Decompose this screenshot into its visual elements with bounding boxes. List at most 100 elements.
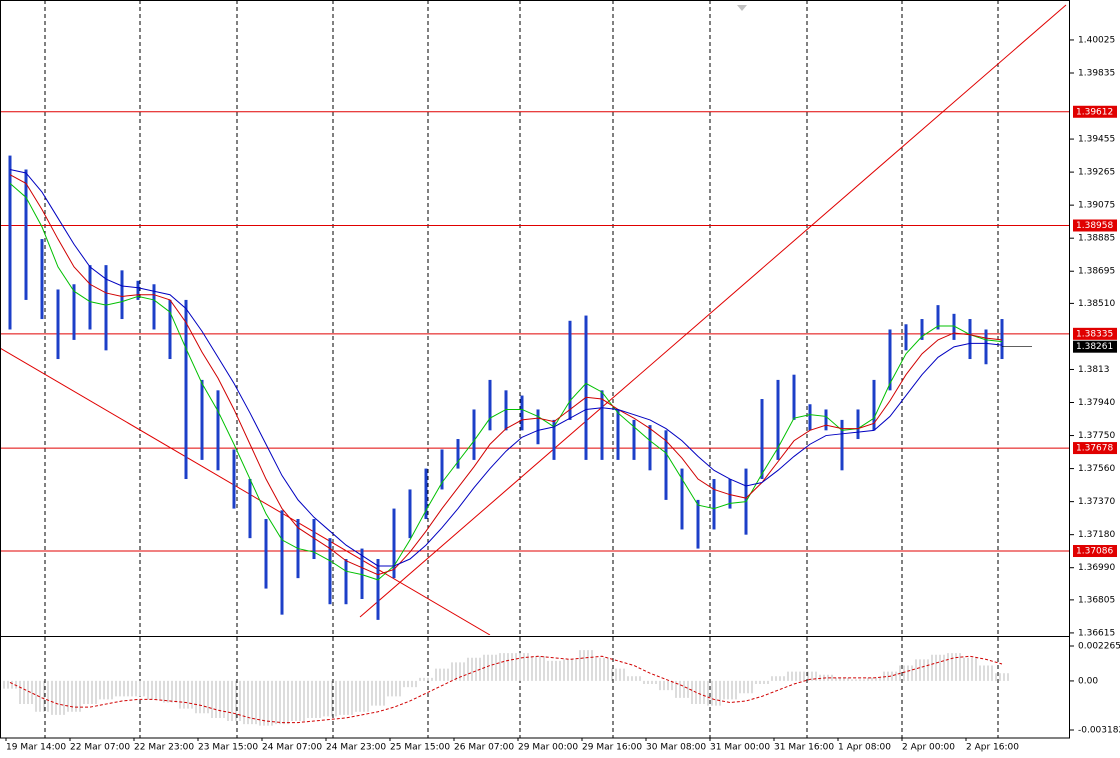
price-bar: [408, 489, 412, 539]
price-bar: [152, 284, 156, 330]
x-tick-label: 30 Mar 08:00: [646, 743, 706, 753]
price-bar: [792, 374, 796, 420]
price-bar: [808, 404, 812, 431]
price-bar: [520, 395, 524, 431]
price-bar: [312, 519, 316, 560]
y-tick-label: 1.36990: [1078, 563, 1115, 573]
x-tick-label: 2 Apr 16:00: [966, 743, 1019, 753]
price-bar: [664, 430, 668, 500]
price-bar: [504, 390, 508, 431]
y-tick-label: 1.39075: [1078, 201, 1115, 211]
y-tick-label: 1.37750: [1078, 431, 1115, 441]
y-tick-label: 1.40025: [1078, 35, 1115, 45]
shift-marker: [737, 5, 747, 11]
x-tick-label: 2 Apr 00:00: [902, 743, 955, 753]
moving-average: [9, 183, 1003, 581]
price-bar: [552, 419, 556, 460]
price-bar: [696, 499, 700, 549]
price-bar: [680, 468, 684, 530]
price-bar: [328, 538, 332, 605]
x-tick-label: 19 Mar 14:00: [6, 743, 66, 753]
price-bar: [376, 559, 380, 620]
price-bar: [888, 329, 892, 391]
price-bar: [216, 390, 220, 471]
y-tick-label: 0.00: [1078, 676, 1098, 686]
price-bar: [200, 379, 204, 460]
price-bar: [344, 559, 348, 605]
price-bar: [712, 479, 716, 530]
price-bar: [488, 379, 492, 431]
y-tick-label: 1.37560: [1078, 464, 1115, 474]
price-bar: [776, 379, 780, 460]
x-tick-label: 26 Mar 07:00: [454, 743, 514, 753]
day-grid: [44, 0, 999, 738]
level-label: 1.39612: [1076, 107, 1113, 117]
moving-average: [9, 169, 1003, 567]
x-tick-label: 29 Mar 00:00: [518, 743, 578, 753]
x-tick-label: 24 Mar 23:00: [326, 743, 386, 753]
price-bar: [872, 379, 876, 431]
price-bar: [136, 280, 140, 300]
price-bar: [1000, 319, 1004, 360]
price-bar: [536, 409, 540, 445]
price-bar: [232, 449, 236, 509]
price-bar: [760, 399, 764, 480]
plot-layer: 1.40025 1.39835 1.39455 1.39265 1.39075 1.388…: [0, 35, 1120, 753]
price-bar: [568, 320, 572, 420]
frame: [0, 0, 1070, 739]
y-tick-label: 1.36615: [1078, 628, 1115, 638]
price-bar: [392, 508, 396, 579]
price-bar: [936, 305, 940, 330]
price-bar: [984, 329, 988, 365]
price-bar: [40, 239, 44, 320]
price-bar: [120, 270, 124, 320]
y-tick-label: 1.38510: [1078, 299, 1115, 309]
level-label-box: [1073, 442, 1117, 455]
x-tick-label: 24 Mar 07:00: [262, 743, 322, 753]
macd-signal: [9, 655, 1003, 724]
level-label: 1.37678: [1076, 444, 1113, 454]
price-bar: [904, 324, 908, 351]
x-tick-label: 1 Apr 08:00: [838, 743, 891, 753]
price-bar: [184, 299, 188, 480]
price-bar: [24, 169, 28, 300]
moving-average: [9, 174, 1003, 576]
price-bar: [856, 409, 860, 440]
y-tick-label: 1.39265: [1078, 168, 1115, 178]
price-bar: [600, 390, 604, 460]
price-bar: [424, 468, 428, 520]
price-bar: [168, 299, 172, 360]
level-label-box: [1073, 327, 1117, 340]
price-bar: [360, 548, 364, 600]
price-bar: [648, 425, 652, 471]
level-label: 1.37086: [1076, 547, 1113, 557]
level-label: 1.38958: [1076, 221, 1113, 231]
trend-lines: [0, 4, 1067, 635]
x-tick-label: 22 Mar 23:00: [134, 743, 194, 753]
price-bar: [248, 479, 252, 539]
price-bar: [8, 155, 12, 330]
price-bar: [952, 313, 956, 340]
level-label-box: [1073, 105, 1117, 118]
price-bar: [968, 319, 972, 360]
price-bar: [616, 409, 620, 460]
price-bar: [456, 439, 460, 469]
price-bar: [440, 449, 444, 490]
price-bar: [824, 409, 828, 431]
y-tick-label: 1.37180: [1078, 530, 1115, 540]
level-label-box: [1073, 545, 1117, 558]
y-tick-label: 1.38695: [1078, 267, 1115, 277]
x-tick-label: 22 Mar 07:00: [70, 743, 130, 753]
x-tick-label: 23 Mar 15:00: [198, 743, 258, 753]
y-tick-label: 1.37940: [1078, 398, 1115, 408]
price-bar: [584, 315, 588, 460]
current-price-box: [1073, 340, 1117, 353]
y-tick-label: -0.003182: [1078, 725, 1120, 735]
current-price-label: 1.38261: [1076, 342, 1113, 352]
level-label-box: [1073, 219, 1117, 232]
price-bar: [280, 510, 284, 615]
y-tick-label: 1.36805: [1078, 595, 1115, 605]
y-tick-label: 1.3813: [1078, 365, 1110, 375]
